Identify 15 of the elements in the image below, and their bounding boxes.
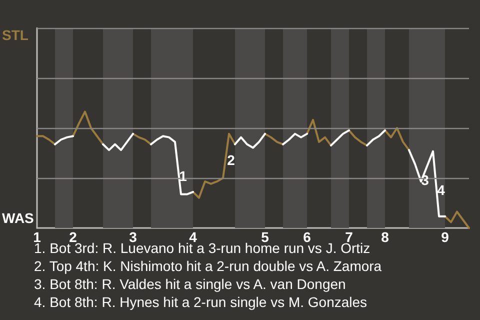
x-tick-label: 6: [303, 229, 312, 245]
text: 2. Top 4th: K. Nishimoto hit a 2-run double vs A. Zamora: [34, 258, 382, 274]
x-tick-label: 8: [381, 229, 390, 245]
annotation: 2: [227, 152, 236, 168]
text: WAS: [2, 210, 34, 226]
annotation: 4: [437, 182, 446, 198]
annotation: 1: [179, 168, 188, 184]
text: 4. Bot 8th: R. Hynes hit a 2-run single vs M. Gonzales: [34, 294, 368, 310]
x-tick-label: 9: [441, 229, 450, 245]
x-tick-label: 4: [189, 229, 198, 245]
x-tick-label: 5: [261, 229, 270, 245]
x-tick-label: 2: [69, 229, 78, 245]
x-tick-label: 3: [129, 229, 138, 245]
text: STL: [2, 27, 29, 43]
text: 3. Bot 8th: R. Valdes hit a single vs A. van Dongen: [34, 276, 346, 292]
